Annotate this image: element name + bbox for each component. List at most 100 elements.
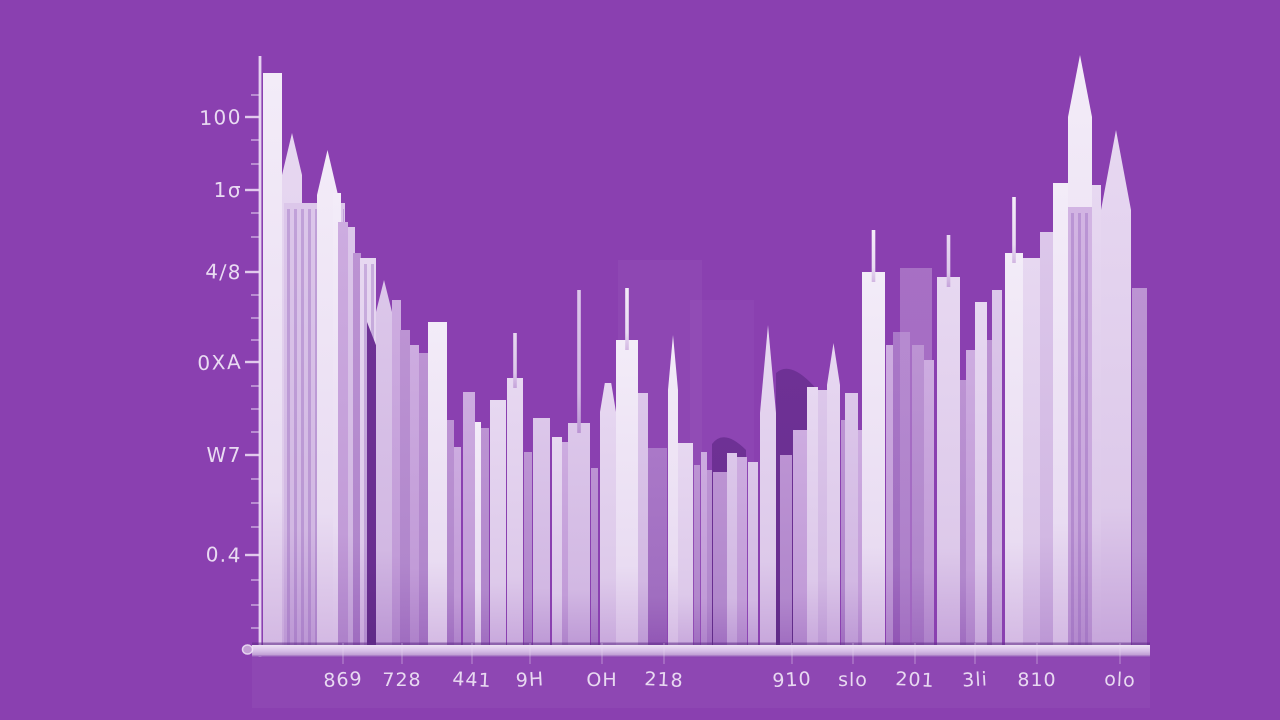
y-major-tick — [245, 188, 260, 192]
y-tick-label: 0XA — [197, 350, 242, 376]
bars-layer — [263, 55, 1147, 654]
bar — [507, 378, 523, 654]
y-tick-label: W7 — [207, 443, 243, 467]
window-stripes — [1069, 213, 1091, 654]
y-axis-line — [258, 56, 262, 657]
y-minor-tick — [251, 526, 260, 528]
bar — [353, 253, 361, 654]
below-axis-glow — [252, 658, 1150, 708]
y-minor-tick — [251, 478, 260, 480]
y-minor-tick — [251, 212, 260, 214]
y-major-tick — [245, 115, 260, 119]
bar — [1040, 232, 1053, 654]
bar — [1005, 253, 1023, 654]
x-tick — [852, 643, 854, 664]
x-tick — [342, 643, 344, 664]
y-minor-tick — [251, 139, 260, 141]
antenna-mast — [946, 235, 951, 287]
bar — [807, 387, 818, 654]
bar — [638, 393, 648, 654]
bar — [428, 322, 447, 654]
y-tick-label: 1σ — [214, 178, 242, 202]
bar — [338, 222, 348, 654]
x-tick — [1119, 643, 1121, 664]
x-tick-label: slo — [838, 669, 868, 691]
bar — [737, 457, 747, 654]
bar — [333, 193, 341, 654]
x-tick-label: 201 — [895, 668, 935, 692]
bar — [392, 300, 401, 654]
bar — [463, 392, 475, 654]
axes-layer — [241, 56, 1150, 664]
bar — [960, 380, 966, 654]
bar — [591, 468, 598, 654]
y-minor-tick — [251, 431, 260, 433]
bar — [1101, 130, 1131, 654]
x-tick — [914, 643, 916, 664]
baseline-edge — [252, 655, 1150, 658]
bar — [648, 448, 667, 654]
bar — [707, 470, 712, 654]
bar — [987, 340, 992, 654]
x-tick-label: 728 — [382, 669, 421, 691]
y-minor-tick — [251, 579, 260, 581]
bar — [400, 330, 410, 654]
bar — [1132, 288, 1147, 654]
x-tick-label: 218 — [644, 668, 684, 692]
bar — [410, 345, 419, 654]
bar — [845, 393, 858, 654]
x-tick-label: 869 — [323, 668, 363, 692]
y-minor-tick — [251, 294, 260, 296]
x-tick — [601, 643, 603, 664]
bar — [447, 420, 454, 654]
x-tick — [529, 643, 531, 664]
bar — [616, 340, 638, 654]
x-tick-label: 441 — [452, 668, 492, 692]
bar — [713, 472, 727, 654]
bar — [793, 430, 807, 654]
bar — [1092, 185, 1101, 654]
bar — [937, 277, 960, 654]
x-tick-label: 810 — [1017, 669, 1056, 691]
x-tick — [1036, 643, 1038, 664]
bar — [748, 462, 758, 654]
y-major-tick — [245, 453, 260, 457]
bar — [263, 73, 282, 654]
bar — [1053, 183, 1068, 654]
bar — [780, 455, 792, 654]
y-minor-tick — [251, 94, 260, 96]
bar — [376, 280, 392, 654]
y-major-tick — [245, 360, 260, 364]
bar — [348, 227, 355, 654]
bar — [841, 420, 845, 654]
bar — [827, 343, 840, 654]
bar — [1023, 258, 1040, 654]
bar — [862, 272, 885, 654]
bar — [678, 443, 693, 654]
y-major-tick — [245, 270, 260, 274]
y-minor-tick — [251, 317, 260, 319]
y-minor-tick — [251, 236, 260, 238]
labels-layer: 100 1σ 4/8 0XA W7 0.4 869 728 441 9H OH 218 910 slo 20… — [197, 105, 1136, 692]
bar — [858, 430, 862, 654]
antenna-mast — [871, 230, 876, 282]
antenna-mast — [513, 333, 517, 388]
bar — [481, 428, 489, 654]
y-tick-label: 100 — [199, 105, 242, 130]
y-minor-tick — [251, 408, 260, 410]
y-tick-label: 4/8 — [205, 259, 243, 284]
bar — [562, 442, 569, 654]
bar — [992, 290, 1002, 654]
bar — [924, 360, 934, 654]
y-major-tick — [245, 553, 260, 557]
antenna-mast — [577, 290, 581, 433]
y-minor-tick — [251, 385, 260, 387]
bar — [419, 353, 428, 654]
bar — [568, 423, 590, 654]
x-tick-label: 9H — [515, 668, 545, 691]
bar — [668, 335, 678, 654]
bar — [760, 325, 776, 654]
bar — [552, 437, 562, 654]
